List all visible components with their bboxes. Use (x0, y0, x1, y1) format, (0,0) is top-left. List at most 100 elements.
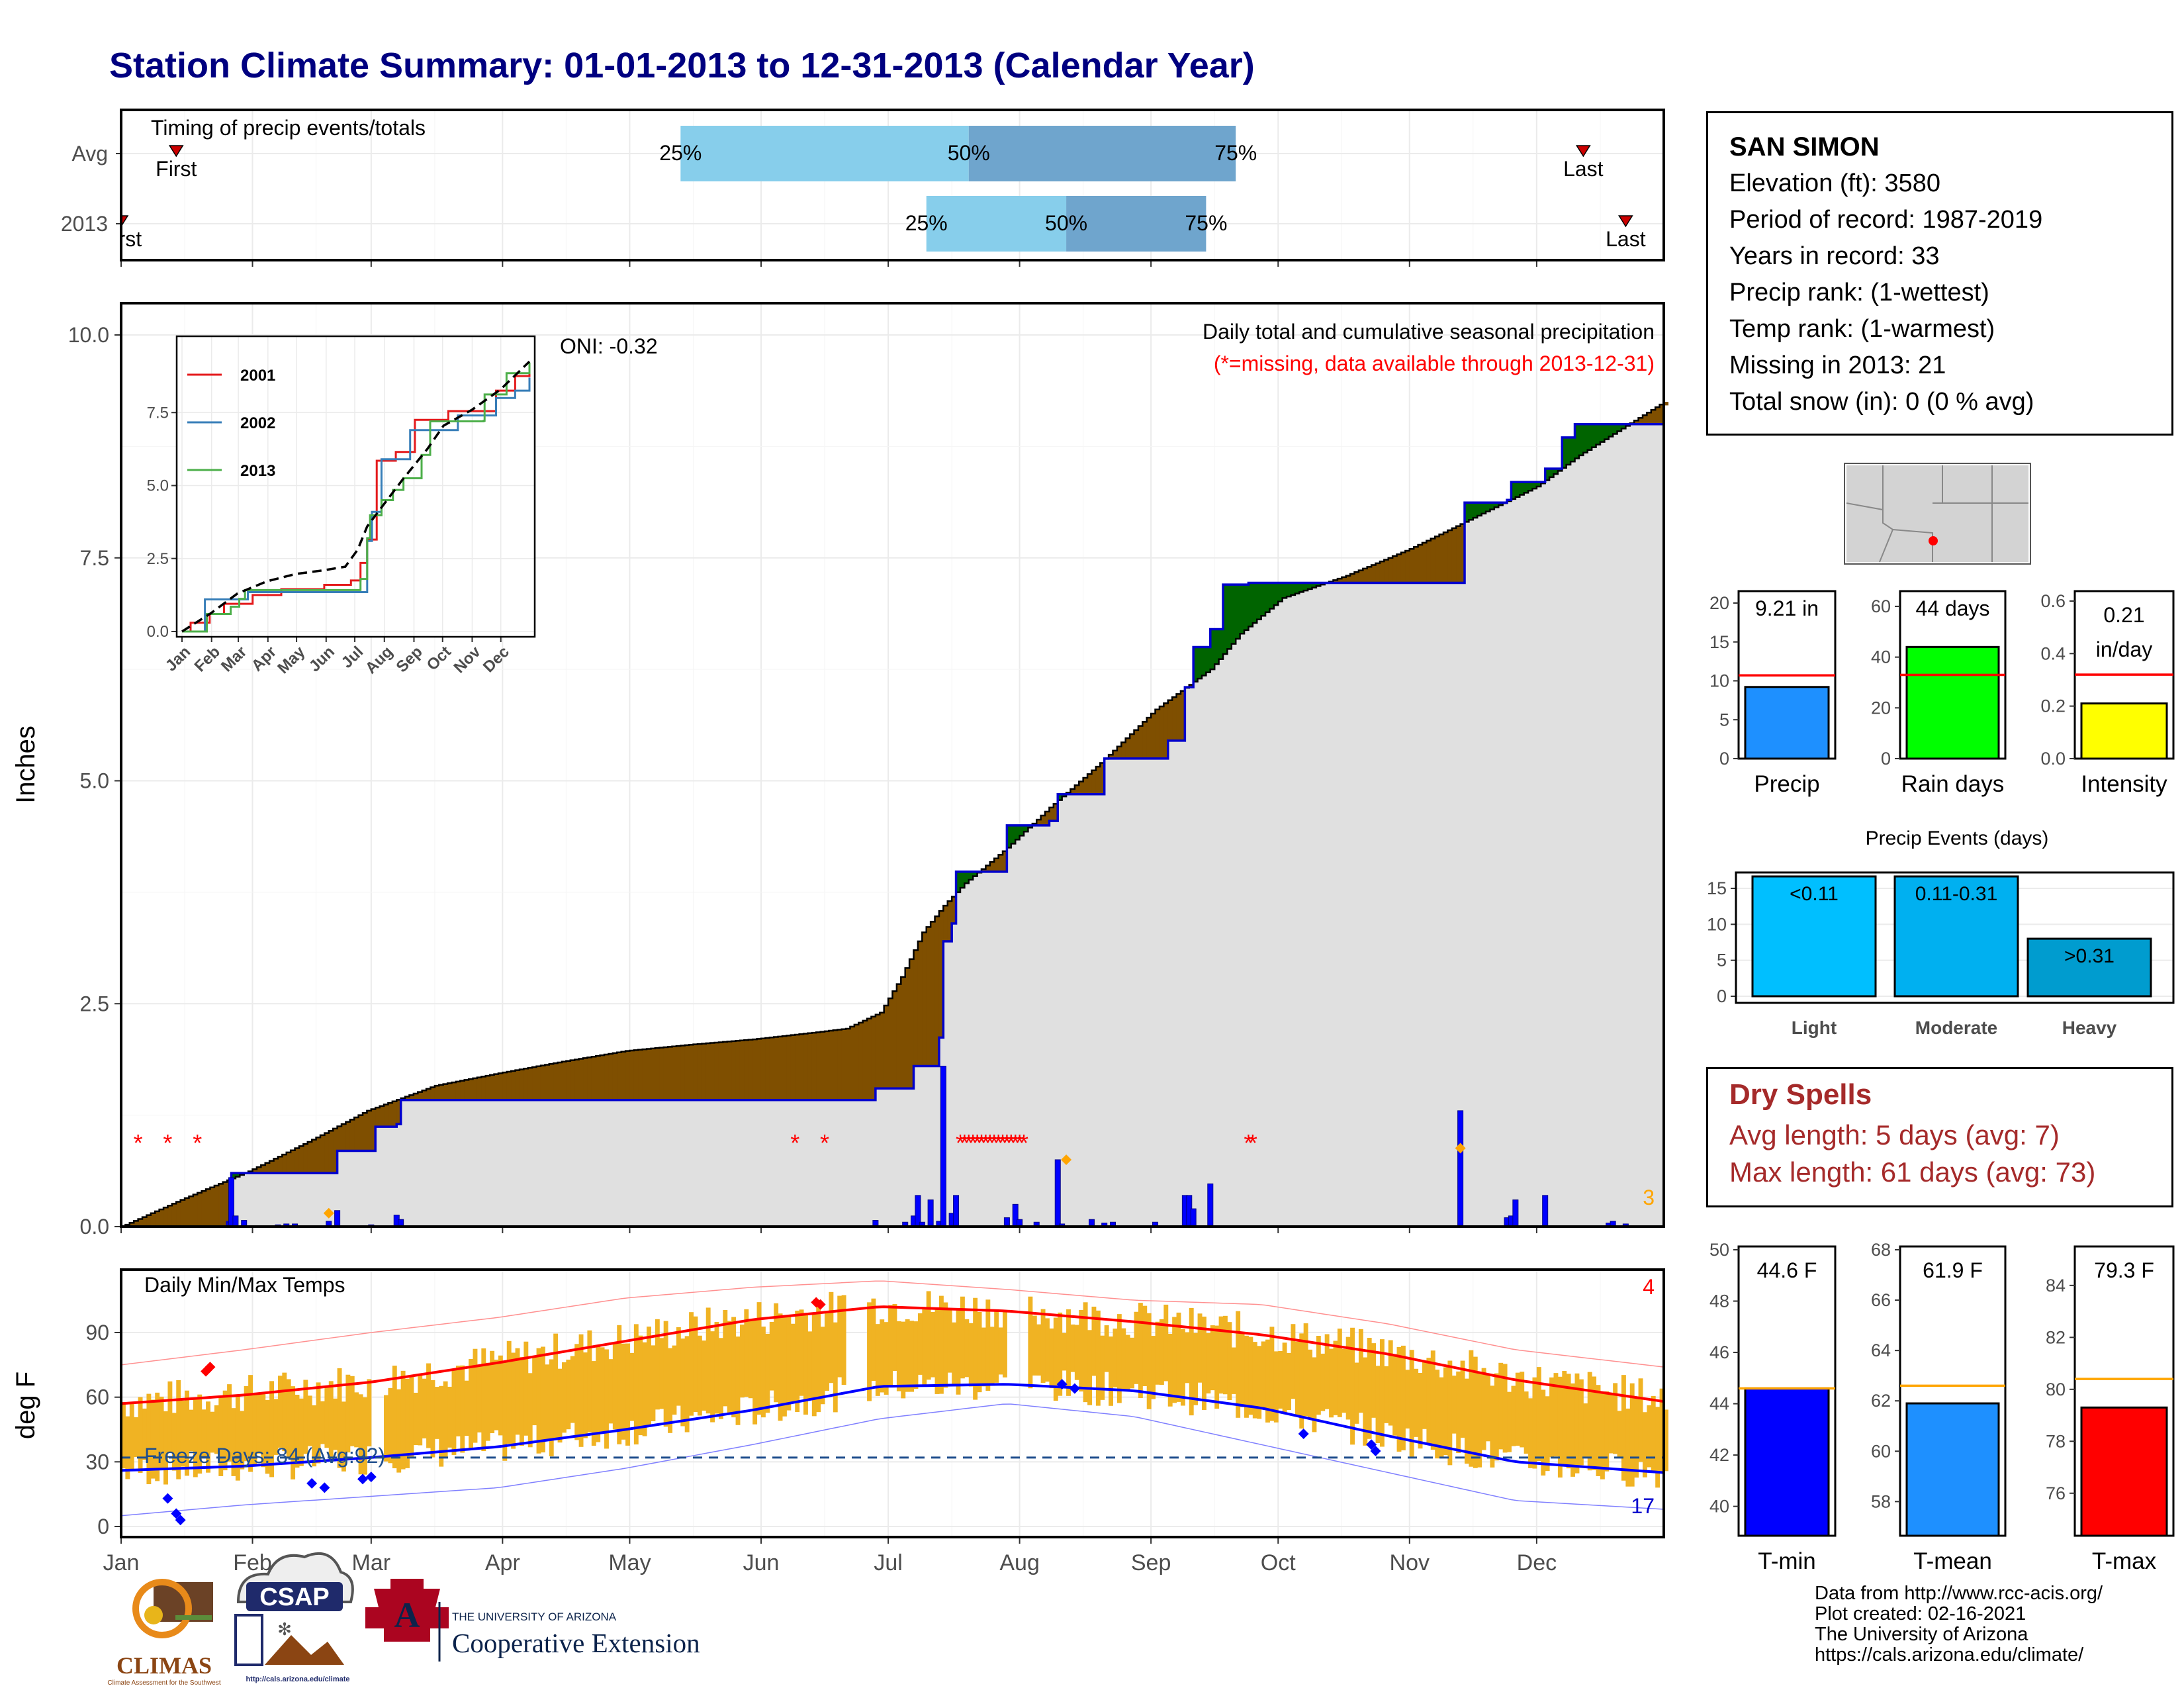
daily-temp-range (989, 1327, 995, 1385)
daily-temp-range (1409, 1350, 1414, 1458)
temp-gauges: 40 42 44 46 48 50 T-min 58 60 62 64 66 68 T-mean 76 78 8… (1709, 1240, 2175, 1574)
gauge-value-label: in/day (2096, 637, 2152, 661)
temps-label: Daily Min/Max Temps (144, 1273, 345, 1297)
deficit-band (1647, 412, 1652, 424)
deficit-band (1070, 788, 1075, 794)
record-high-marker (815, 1299, 826, 1310)
deficit-band (409, 1095, 414, 1100)
daily-temp-range (735, 1336, 741, 1425)
deficit-band (1375, 563, 1381, 583)
daily-temp-range (621, 1343, 626, 1440)
missing-day-marker: * (1244, 1129, 1253, 1156)
record-low-marker (171, 1508, 182, 1519)
daily-temp-range (553, 1333, 559, 1439)
csap-gauge-icon (234, 1614, 263, 1666)
deficit-band (693, 1044, 698, 1100)
station-name: SAN SIMON (1729, 132, 1880, 162)
gauge-ytick-label: 58 (1871, 1491, 1891, 1511)
daily-temp-range (1138, 1303, 1143, 1398)
daily-temp-range (485, 1362, 490, 1441)
deficit-band (252, 1169, 257, 1174)
daily-precip-bar (1457, 1110, 1464, 1227)
surplus-band (1278, 583, 1283, 602)
daily-temp-range (756, 1302, 762, 1415)
csap-mountain-icon (265, 1635, 344, 1665)
daily-temp-range (578, 1334, 584, 1447)
daily-temp-range (1189, 1307, 1194, 1416)
daily-temp-range (591, 1361, 596, 1446)
deficit-band (811, 1033, 817, 1100)
climas-logo-subtext: Climate Assessment for the Southwest (107, 1679, 220, 1687)
daily-temp-range (1329, 1348, 1334, 1418)
precip-event-label: >0.31 (2064, 945, 2115, 967)
missing-day-marker: * (1011, 1129, 1020, 1156)
precip-ytick-label: 10.0 (68, 323, 109, 347)
gauge-ytick-label: 82 (2046, 1327, 2066, 1347)
deficit-band (672, 1046, 677, 1100)
daily-temp-range (884, 1322, 889, 1395)
daily-temp-range (825, 1313, 829, 1391)
daily-temp-range (562, 1362, 567, 1433)
daily-temp-range (455, 1366, 461, 1436)
deficit-band (464, 1080, 469, 1100)
daily-temp-range (345, 1374, 351, 1453)
precip-events-ytick-label: 0 (1717, 986, 1727, 1006)
deficit-band (1447, 530, 1453, 583)
surplus-band (1578, 424, 1584, 455)
deficit-band (896, 984, 901, 1089)
credit-line: https://cals.arizona.edu/climate/ (1815, 1644, 2084, 1665)
inset-series-line (182, 371, 531, 633)
daily-temp-range (1486, 1374, 1490, 1442)
deficit-band (502, 1072, 508, 1100)
deficit-band (1109, 755, 1114, 759)
deficit-band (1095, 767, 1101, 794)
deficit-band (519, 1069, 524, 1100)
deficit-band (735, 1041, 741, 1100)
month-tick-label: Oct (1261, 1550, 1296, 1575)
surplus-band (1291, 583, 1296, 595)
deficit-band (1337, 579, 1342, 583)
daily-temp-range (1659, 1388, 1664, 1473)
gauge-ytick-label: 0 (1719, 749, 1729, 769)
daily-temp-range (647, 1327, 651, 1427)
month-tick-label: Jun (743, 1550, 780, 1575)
deficit-band (341, 1124, 347, 1151)
daily-temp-range (790, 1323, 796, 1403)
gauge-ytick-label: 66 (1871, 1290, 1891, 1310)
surplus-band (1574, 424, 1580, 459)
daily-temp-range (612, 1342, 617, 1430)
precip-caption: Daily total and cumulative seasonal prec… (1203, 320, 1655, 344)
deficit-band (189, 1196, 194, 1227)
deficit-band (727, 1041, 732, 1100)
daily-temp-range (1159, 1319, 1164, 1385)
daily-temp-range (1562, 1371, 1567, 1466)
daily-temp-range (519, 1357, 524, 1446)
deficit-band (358, 1115, 363, 1151)
daily-temp-range (1384, 1366, 1389, 1423)
daily-temp-range (1100, 1335, 1105, 1400)
daily-temp-range (1638, 1378, 1643, 1462)
event-marker (1061, 1154, 1072, 1165)
daily-temp-range (201, 1409, 206, 1458)
deficit-band (1091, 770, 1097, 794)
daily-temp-range (1392, 1354, 1398, 1436)
timing-bar-50-75 (1066, 196, 1206, 252)
surplus-band (1024, 825, 1029, 832)
deficit-band (943, 906, 948, 941)
deficit-band (485, 1076, 490, 1100)
daily-temp-range (803, 1313, 808, 1415)
deficit-band (1100, 763, 1105, 794)
daily-temp-range (1456, 1371, 1461, 1454)
missing-day-marker: * (977, 1129, 986, 1156)
month-tick-label: Nov (1390, 1550, 1430, 1575)
daily-temp-range (1265, 1339, 1270, 1423)
daily-temp-range (998, 1327, 1003, 1375)
daily-temp-range (1451, 1376, 1457, 1434)
daily-temp-range (1316, 1335, 1321, 1415)
gauge-ytick-label: 44 (1709, 1394, 1729, 1414)
dry-spells-title: Dry Spells (1729, 1078, 1872, 1111)
daily-temp-range (171, 1413, 177, 1471)
daily-temp-range (1477, 1373, 1482, 1468)
daily-temp-range (1473, 1356, 1478, 1468)
